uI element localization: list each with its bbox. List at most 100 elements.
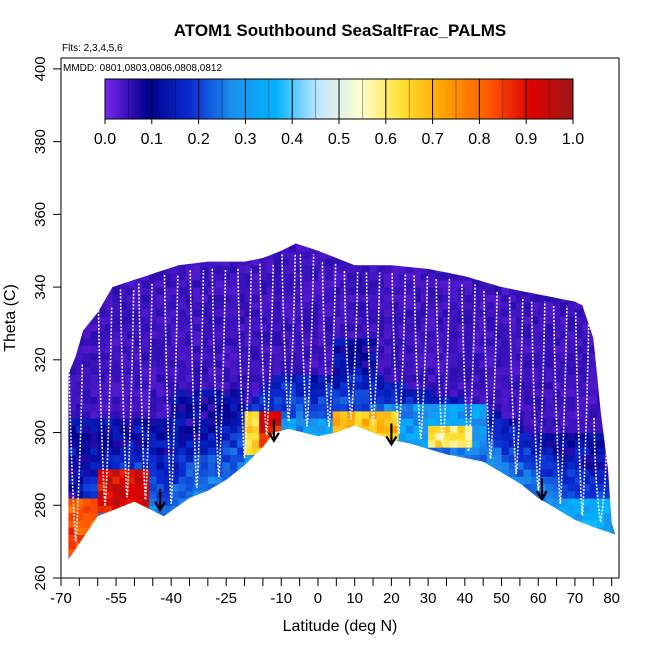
heatmap-cell: [442, 505, 451, 514]
heatmap-cell: [589, 308, 598, 317]
heatmap-cell: [207, 468, 216, 477]
heatmap-cell: [413, 396, 422, 405]
heatmap-cell: [207, 374, 216, 383]
heatmap-cell: [604, 265, 613, 274]
heatmap-cell: [171, 454, 179, 463]
heatmap-cell: [464, 294, 473, 303]
heatmap-cell: [127, 534, 135, 543]
heatmap-cell: [112, 519, 121, 528]
heatmap-cell: [141, 294, 150, 303]
heatmap-cell: [163, 519, 172, 528]
heatmap-cell: [75, 381, 84, 390]
heatmap-cell: [97, 418, 106, 426]
heatmap-cell: [68, 345, 77, 354]
heatmap-cell: [494, 301, 503, 310]
heatmap-cell: [281, 323, 290, 332]
heatmap-cell: [281, 410, 290, 419]
heatmap-cell: [420, 527, 429, 535]
heatmap-cell: [97, 367, 106, 375]
heatmap-cell: [134, 367, 143, 375]
heatmap-cell: [611, 541, 616, 550]
heatmap-cell: [406, 308, 414, 317]
heatmap-cell: [105, 352, 113, 361]
heatmap-cell: [508, 381, 517, 390]
heatmap-cell: [582, 483, 591, 492]
heatmap-cell: [141, 258, 150, 266]
heatmap-cell: [171, 250, 179, 259]
heatmap-cell: [574, 548, 583, 557]
heatmap-cell: [244, 519, 253, 528]
heatmap-cell: [553, 564, 561, 572]
heatmap-cell: [530, 243, 539, 252]
heatmap-cell: [244, 374, 253, 383]
heatmap-cell: [303, 388, 312, 397]
heatmap-cell: [508, 418, 517, 426]
heatmap-cell: [384, 338, 392, 346]
heatmap-cell: [295, 381, 304, 390]
heatmap-cell: [567, 548, 576, 557]
heatmap-cell: [604, 338, 613, 346]
heatmap-cell: [545, 548, 554, 557]
heatmap-cell: [457, 541, 466, 550]
heatmap-cell: [200, 272, 209, 281]
heatmap-cell: [318, 483, 326, 492]
heatmap-cell: [185, 381, 194, 390]
heatmap-cell: [229, 374, 238, 383]
heatmap-cell: [193, 381, 202, 390]
heatmap-cell: [215, 352, 224, 361]
heatmap-cell: [207, 381, 216, 390]
heatmap-cell: [281, 548, 290, 557]
heatmap-cell: [273, 301, 282, 310]
heatmap-cell: [185, 272, 194, 281]
heatmap-cell: [83, 519, 91, 528]
heatmap-cell: [83, 461, 91, 470]
y-tick-label: 260: [32, 565, 49, 590]
heatmap-cell: [163, 527, 172, 535]
heatmap-cell: [163, 338, 172, 346]
heatmap-cell: [237, 272, 246, 281]
heatmap-cell: [354, 265, 363, 274]
heatmap-cell: [516, 432, 525, 441]
heatmap-cell: [193, 527, 202, 535]
heatmap-cell: [567, 396, 576, 405]
heatmap-cell: [193, 265, 202, 274]
heatmap-cell: [83, 294, 91, 303]
heatmap-cell: [281, 308, 290, 317]
heatmap-cell: [163, 359, 172, 368]
heatmap-cell: [376, 287, 385, 295]
heatmap-cell: [273, 541, 282, 550]
heatmap-cell: [156, 258, 165, 266]
heatmap-cell: [442, 308, 451, 317]
heatmap-cell: [413, 454, 422, 463]
heatmap-cell: [318, 294, 326, 303]
heatmap-cell: [303, 541, 312, 550]
flight-trace: [163, 274, 179, 504]
heatmap-cell: [325, 483, 334, 492]
heatmap-cell: [90, 534, 99, 543]
heatmap-cell: [597, 294, 605, 303]
heatmap-cell: [538, 410, 547, 419]
heatmap-cell: [229, 265, 238, 274]
heatmap-cell: [567, 483, 576, 492]
heatmap-cell: [215, 374, 224, 383]
heatmap-cell: [398, 541, 407, 550]
heatmap-cell: [178, 359, 187, 368]
heatmap-cell: [524, 564, 532, 572]
heatmap-cell: [251, 432, 260, 441]
heatmap-cell: [112, 439, 121, 448]
heatmap-cell: [163, 490, 172, 499]
heatmap-cell: [171, 498, 179, 506]
heatmap-cell: [494, 396, 503, 405]
heatmap-cell: [171, 447, 179, 455]
heatmap-cell: [589, 396, 598, 405]
heatmap-cell: [391, 367, 400, 375]
heatmap-cell: [90, 432, 99, 441]
heatmap-cell: [574, 338, 583, 346]
heatmap-cell: [68, 308, 77, 317]
heatmap-cell: [68, 534, 77, 543]
heatmap-cell: [295, 468, 304, 477]
heatmap-cell: [472, 250, 481, 259]
heatmap-cell: [420, 454, 429, 463]
heatmap-cell: [611, 468, 616, 477]
heatmap-cell: [207, 556, 216, 560]
